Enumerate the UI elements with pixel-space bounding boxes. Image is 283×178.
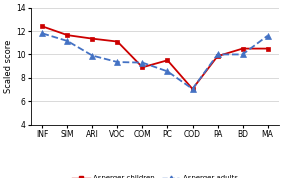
Legend: Asperger children, Asperger adults: Asperger children, Asperger adults <box>70 172 241 178</box>
Y-axis label: Scaled score: Scaled score <box>4 40 13 93</box>
